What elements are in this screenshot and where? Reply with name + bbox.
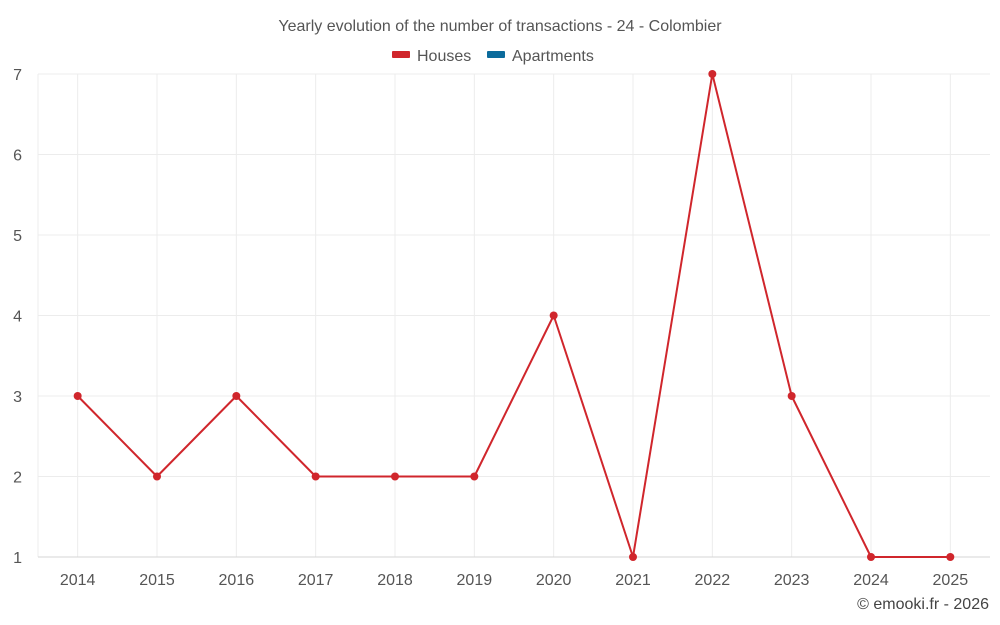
credit-text: © emooki.fr - 2026 [857,596,989,613]
y-tick-label: 5 [13,228,22,245]
data-point-2014[interactable] [73,392,82,400]
legend-swatch-houses[interactable] [392,51,410,58]
legend-label-apartments[interactable]: Apartments [512,48,594,65]
x-tick-label: 2023 [774,572,810,589]
x-tick-label: 2022 [695,572,731,589]
x-tick-label: 2024 [853,572,889,589]
legend-label-houses[interactable]: Houses [417,48,471,65]
data-point-2019[interactable] [470,472,479,481]
data-point-2021[interactable] [629,553,637,561]
x-tick-label: 2015 [139,572,175,589]
x-tick-label: 2016 [219,572,255,589]
chart-title: Yearly evolution of the number of transa… [278,18,722,35]
x-tick-label: 2018 [377,572,413,589]
y-tick-label: 4 [13,309,22,326]
x-tick-label: 2021 [615,572,651,589]
data-point-2024[interactable] [867,553,875,561]
x-tick-label: 2025 [933,572,969,589]
y-tick-label: 2 [13,470,22,487]
grid [37,73,990,557]
data-point-2018[interactable] [391,472,399,481]
x-tick-label: 2014 [60,572,96,589]
y-tick-label: 7 [13,67,22,84]
y-tick-label: 6 [13,148,22,165]
data-point-2017[interactable] [311,472,320,481]
x-tick-label: 2019 [457,572,493,589]
series-houses [73,70,955,561]
y-tick-label: 1 [13,550,22,567]
data-point-2016[interactable] [232,392,241,400]
y-tick-label: 3 [13,389,22,406]
chart-legend: Houses Apartments [392,48,594,65]
axes: 1 2 3 4 5 6 7 2014 2015 2016 2017 2018 2019 2020 2021 2… [13,67,990,589]
data-point-2022[interactable] [708,70,717,78]
data-point-2015[interactable] [153,472,161,481]
legend-swatch-apartments[interactable] [487,51,505,58]
series-line-houses [76,73,951,558]
x-tick-label: 2017 [298,572,334,589]
data-point-2025[interactable] [946,553,955,561]
data-point-2020[interactable] [549,311,558,320]
x-tick-label: 2020 [536,572,572,589]
data-point-2023[interactable] [787,392,796,400]
